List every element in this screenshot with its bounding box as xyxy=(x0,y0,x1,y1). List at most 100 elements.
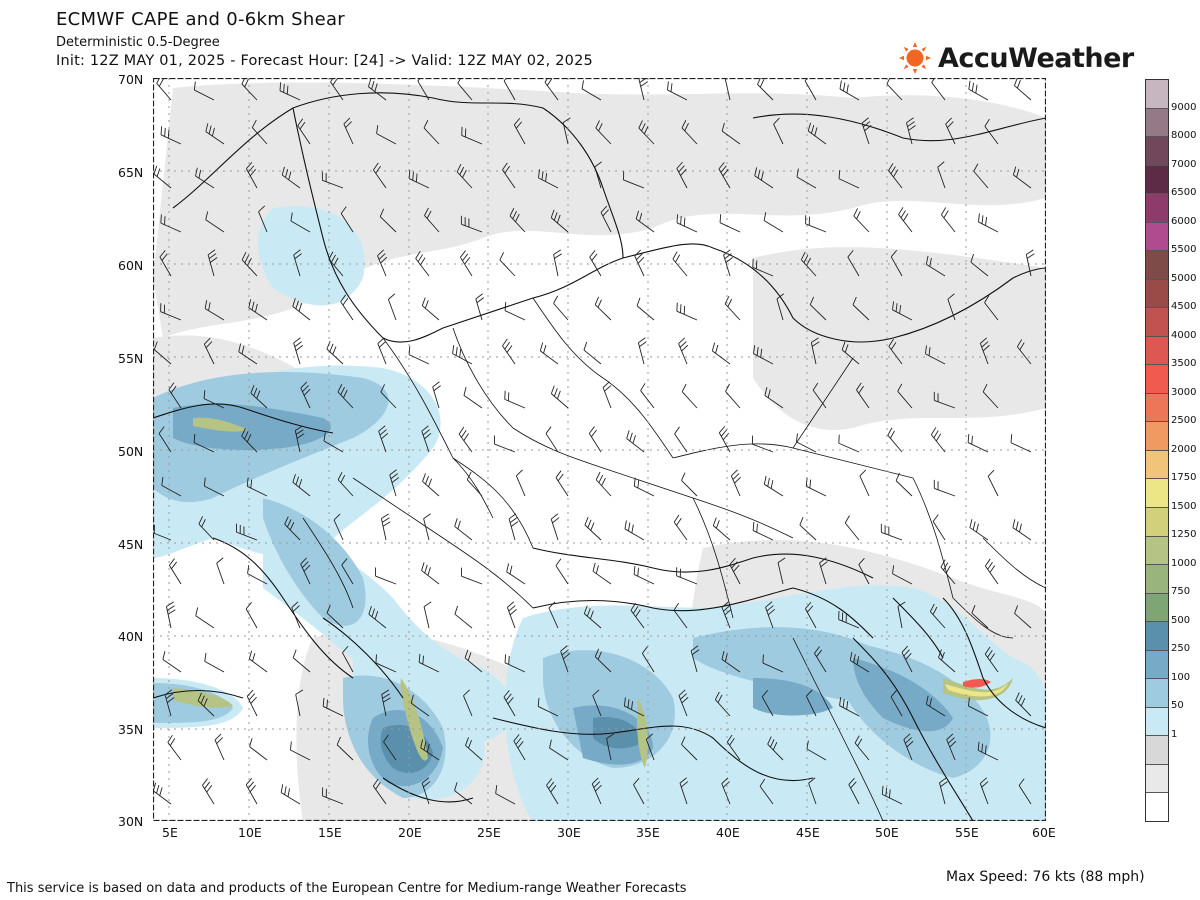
wind-barb xyxy=(763,475,784,497)
wind-barb xyxy=(550,513,560,541)
wind-barb xyxy=(241,251,258,277)
map-frame xyxy=(152,77,1047,822)
wind-barb xyxy=(595,471,612,497)
wind-barb xyxy=(982,383,999,409)
wind-barb xyxy=(383,734,397,761)
wind-barb xyxy=(160,303,182,321)
lon-label: 50E xyxy=(875,825,899,840)
wind-barb xyxy=(464,649,483,673)
wind-barb xyxy=(939,777,948,805)
colorbar-swatch xyxy=(1146,622,1168,651)
accuweather-logo: AccuWeather xyxy=(898,40,1134,76)
wind-barb xyxy=(854,735,870,761)
wind-barb xyxy=(197,692,215,717)
colorbar-level-label: 500 xyxy=(1171,614,1191,626)
wind-barb xyxy=(799,516,817,541)
wind-barb xyxy=(245,778,258,805)
wind-barb xyxy=(475,293,485,321)
colorbar-level-label: 2500 xyxy=(1171,415,1197,426)
wind-barb xyxy=(719,214,741,233)
wind-barb xyxy=(754,167,774,189)
lat-label: 60N xyxy=(118,258,144,273)
wind-barb xyxy=(508,513,519,541)
colorbar-level-label: 1250 xyxy=(1171,529,1197,540)
wind-barb xyxy=(205,123,225,145)
wind-barb xyxy=(372,778,387,805)
colorbar-swatch xyxy=(1146,450,1168,480)
wind-barb xyxy=(1018,778,1032,805)
lon-label: 40E xyxy=(716,825,740,840)
wind-barb xyxy=(600,205,612,233)
colorbar-level-label: 2000 xyxy=(1171,443,1197,455)
lat-label: 70N xyxy=(118,72,144,87)
wind-barb xyxy=(461,126,483,145)
wind-barb xyxy=(452,345,473,365)
wind-barb xyxy=(281,166,301,189)
wind-barb xyxy=(1014,78,1032,101)
wind-barb xyxy=(858,557,870,585)
wind-barb xyxy=(166,601,176,629)
wind-barb xyxy=(859,469,870,497)
wind-barb xyxy=(805,477,827,497)
wind-barb xyxy=(550,385,569,409)
wind-barb xyxy=(946,733,957,761)
colorbar-level-label: 9000 xyxy=(1171,101,1197,113)
lat-label: 55N xyxy=(118,351,144,366)
wind-barb xyxy=(633,477,655,497)
wind-barb xyxy=(294,425,305,453)
wind-barb xyxy=(504,654,526,673)
wind-barb xyxy=(538,169,559,189)
wind-barb xyxy=(595,120,612,145)
wind-barb xyxy=(729,557,741,585)
wind-barb xyxy=(158,426,172,453)
wind-barb xyxy=(725,383,741,409)
wind-barb xyxy=(838,610,860,629)
lat-label: 40N xyxy=(118,629,144,644)
wind-barb xyxy=(681,383,698,409)
wind-barb xyxy=(503,78,516,101)
wind-barb xyxy=(494,435,516,453)
wind-barb xyxy=(895,472,913,497)
wind-barb xyxy=(376,125,397,145)
wind-barb xyxy=(423,601,432,629)
wind-barb xyxy=(753,345,774,365)
wind-barb xyxy=(459,250,473,277)
wind-barb xyxy=(463,387,483,409)
wind-barb xyxy=(258,205,268,233)
wind-barb xyxy=(410,694,430,717)
wind-barb xyxy=(881,785,903,805)
wind-barb xyxy=(584,516,602,541)
lon-label: 30E xyxy=(557,825,581,840)
wind-barb xyxy=(861,117,872,145)
wind-barb xyxy=(594,296,612,321)
wind-barb xyxy=(594,161,602,189)
wind-barb xyxy=(465,737,483,761)
wind-barb xyxy=(634,249,645,277)
wind-barb xyxy=(805,689,817,717)
colorbar-swatch xyxy=(1146,222,1168,252)
sun-icon xyxy=(899,42,931,74)
wind-barb xyxy=(773,117,784,145)
wind-barb xyxy=(323,432,344,453)
wind-barb xyxy=(606,733,615,761)
wind-barb xyxy=(509,208,526,233)
wind-barb xyxy=(161,476,182,497)
wind-barb xyxy=(641,646,655,673)
wind-barb xyxy=(967,697,989,717)
wind-barb xyxy=(249,738,268,761)
wind-barb xyxy=(602,381,612,409)
lat-label: 35N xyxy=(118,722,144,737)
wind-barb xyxy=(504,302,526,321)
wind-barb xyxy=(203,337,215,365)
wind-barb xyxy=(765,601,776,629)
wind-barb xyxy=(248,299,268,321)
wind-barb xyxy=(454,518,473,541)
wind-barb xyxy=(458,426,473,453)
wind-barb xyxy=(290,212,311,233)
wind-barb xyxy=(328,251,344,277)
wind-barb xyxy=(295,689,304,717)
wind-barb xyxy=(839,80,860,101)
colorbar-level-label: 4000 xyxy=(1171,329,1197,341)
wind-barb xyxy=(805,215,827,233)
wind-barb xyxy=(245,161,258,189)
